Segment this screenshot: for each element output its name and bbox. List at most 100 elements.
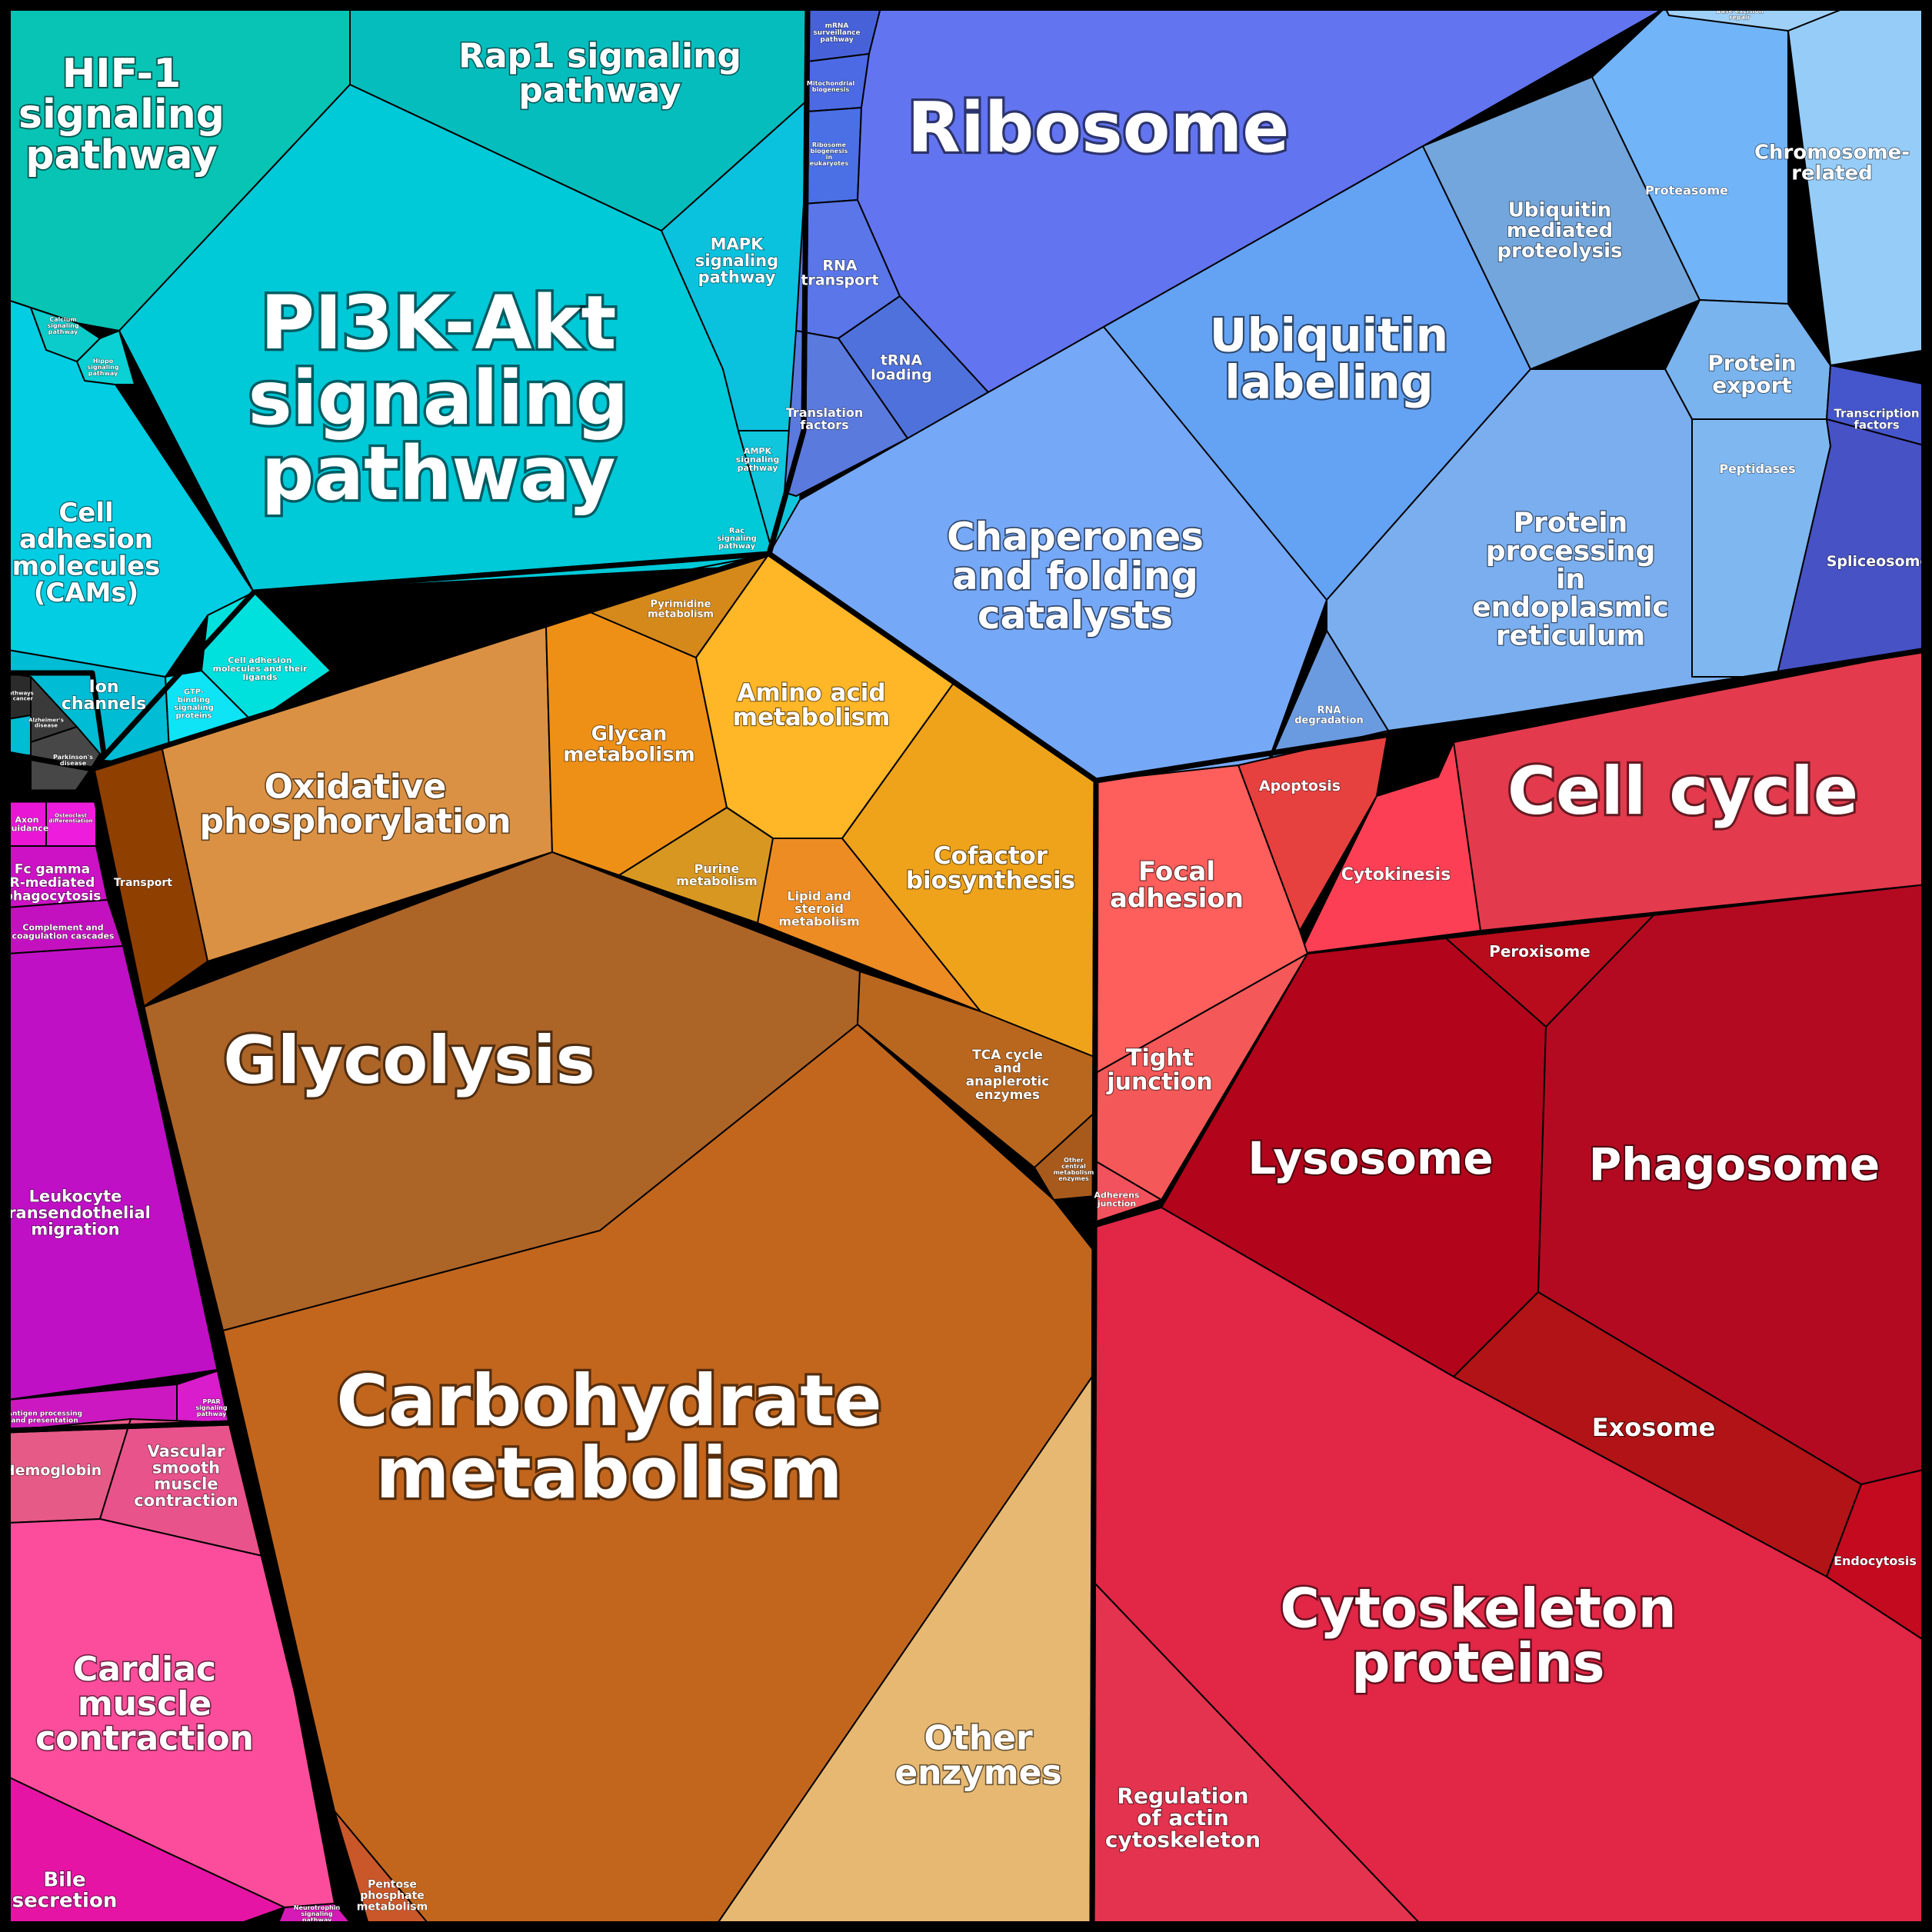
label-line: signaling: [174, 704, 214, 712]
label-ribo-bio: Ribosome biogenesis in eukaryotes: [810, 141, 849, 166]
label-line: PI3K-Akt: [261, 280, 617, 366]
label-line: Ribosome: [908, 88, 1290, 168]
label-line: R-mediated: [10, 875, 95, 891]
label-line: Chromosome-: [1754, 141, 1910, 164]
label-line: metabolism: [778, 914, 860, 928]
label-line: Lysosome: [1247, 1132, 1493, 1184]
label-line: pathway: [820, 36, 853, 44]
label-line: Axon: [15, 814, 39, 824]
label-line: pathway: [518, 71, 681, 110]
label-line: biogenesis: [811, 147, 848, 154]
label-line: coagulation cascades: [12, 931, 115, 941]
label-other-central: Other central metabolism enzymes: [1054, 1156, 1094, 1181]
label-line: channels: [62, 695, 146, 714]
label-line: Adherens: [1094, 1190, 1140, 1200]
label-ppar: PPAR signaling pathway: [195, 1397, 228, 1417]
label-line: GTP-: [184, 688, 204, 697]
label-line: proteolysis: [1497, 239, 1623, 262]
label-apoptosis: Apoptosis: [1259, 778, 1341, 794]
label-line: repair: [1729, 14, 1750, 21]
label-line: Cell: [58, 497, 113, 528]
label-hif1: HIF-1 signaling pathway: [18, 51, 225, 178]
label-line: disease: [35, 723, 58, 729]
label-cell-cycle: Cell cycle: [1507, 753, 1858, 830]
label-line: Pyrimidine: [651, 598, 711, 610]
label-line: Antigen processing: [7, 1410, 82, 1417]
label-line: steroid: [794, 901, 844, 916]
label-oxphos: Oxidative phosphorylation: [199, 768, 511, 841]
cell-translation: [784, 330, 908, 497]
label-line: (CAMs): [34, 578, 138, 608]
label-line: Proteasome: [1645, 183, 1728, 198]
label-pi3k: PI3K-Akt signaling pathway: [248, 280, 629, 517]
label-line: phosphate: [360, 1890, 425, 1902]
label-line: mediated: [1507, 219, 1613, 242]
label-complement: Complement and coagulation cascades: [12, 922, 115, 941]
label-calcium: Calcium signaling pathway: [47, 315, 79, 335]
label-line: pathway: [738, 463, 778, 473]
label-line: metabolism: [1054, 1169, 1094, 1176]
label-line: RNA: [1317, 705, 1341, 716]
label-pathways-cancer: Pathways in cancer: [5, 690, 34, 701]
cell-ribo-bio: [803, 107, 862, 205]
cell-proteasome: [1591, 7, 1789, 305]
label-lipid: Lipid and steroid metabolism: [778, 888, 860, 928]
label-line: adhesion: [19, 524, 153, 555]
label-mito-bio: Mitochondrial biogenesis: [807, 79, 854, 92]
label-mrna: mRNA surveillance pathway: [813, 22, 860, 43]
label-line: pathway: [197, 1411, 227, 1417]
label-hemoglobin: Hemoglobin: [3, 1462, 102, 1479]
label-line: pathway: [48, 328, 78, 335]
label-line: signaling: [695, 251, 778, 270]
label-line: phagocytosis: [4, 888, 102, 904]
label-line: signaling: [195, 1404, 228, 1411]
label-line: PPAR: [202, 1397, 220, 1404]
label-line: in: [826, 154, 833, 161]
label-line: Ubiquitin: [1508, 198, 1612, 222]
label-spliceosome: Spliceosome: [1827, 553, 1930, 570]
label-axon: Axon guidance: [5, 814, 49, 833]
label-line: Alzheimer's: [28, 717, 64, 723]
label-line: in cancer: [5, 696, 34, 702]
label-line: Spliceosome: [1827, 553, 1930, 570]
label-line: of actin: [1137, 1805, 1229, 1830]
label-line: surveillance: [813, 29, 860, 37]
label-line: Phagosome: [1589, 1138, 1880, 1191]
label-line: pathway: [698, 268, 776, 286]
label-line: biosynthesis: [906, 866, 1075, 894]
label-line: signaling: [47, 322, 79, 329]
label-line: Oxidative: [265, 768, 447, 807]
label-line: eukaryotes: [810, 160, 849, 167]
label-line: Calcium: [49, 315, 77, 322]
label-line: pathway: [302, 1917, 332, 1924]
label-line: catalysts: [978, 593, 1173, 638]
label-protein-processing: Protein processing in endoplasmic reticulum: [1472, 508, 1669, 652]
label-line: Purine: [695, 861, 740, 875]
label-chaperones: Chaperones and folding catalysts: [947, 515, 1204, 638]
label-ribosome: Ribosome: [908, 88, 1290, 168]
label-line: differentiation: [48, 818, 92, 824]
label-adherens: Adherens junction: [1094, 1190, 1140, 1208]
label-line: Transport: [114, 877, 172, 889]
label-ion: Ion channels: [62, 678, 146, 714]
label-line: and presentation: [11, 1417, 78, 1424]
label-line: and: [994, 1061, 1021, 1076]
label-line: signaling: [717, 535, 757, 543]
label-line: Cell adhesion: [228, 655, 291, 665]
label-hippo: Hippo signaling pathway: [87, 357, 119, 376]
label-neurotrophin: Neurotrophin signaling pathway: [294, 1904, 341, 1923]
label-line: Endocytosis: [1834, 1554, 1917, 1568]
label-line: metabolism: [733, 703, 891, 731]
label-line: proteins: [1351, 1632, 1604, 1695]
label-line: migration: [31, 1220, 119, 1238]
label-line: smooth: [152, 1458, 220, 1477]
label-line: junction: [1106, 1068, 1212, 1095]
label-line: Regulation: [1117, 1783, 1248, 1808]
label-line: Fc gamma: [15, 862, 90, 878]
label-peptidases: Peptidases: [1719, 461, 1795, 476]
label-line: signaling: [18, 92, 225, 138]
label-line: Ribosome: [812, 141, 847, 148]
label-line: pathway: [261, 431, 616, 517]
label-phagosome: Phagosome: [1589, 1138, 1880, 1191]
label-line: Cofactor: [934, 842, 1048, 870]
